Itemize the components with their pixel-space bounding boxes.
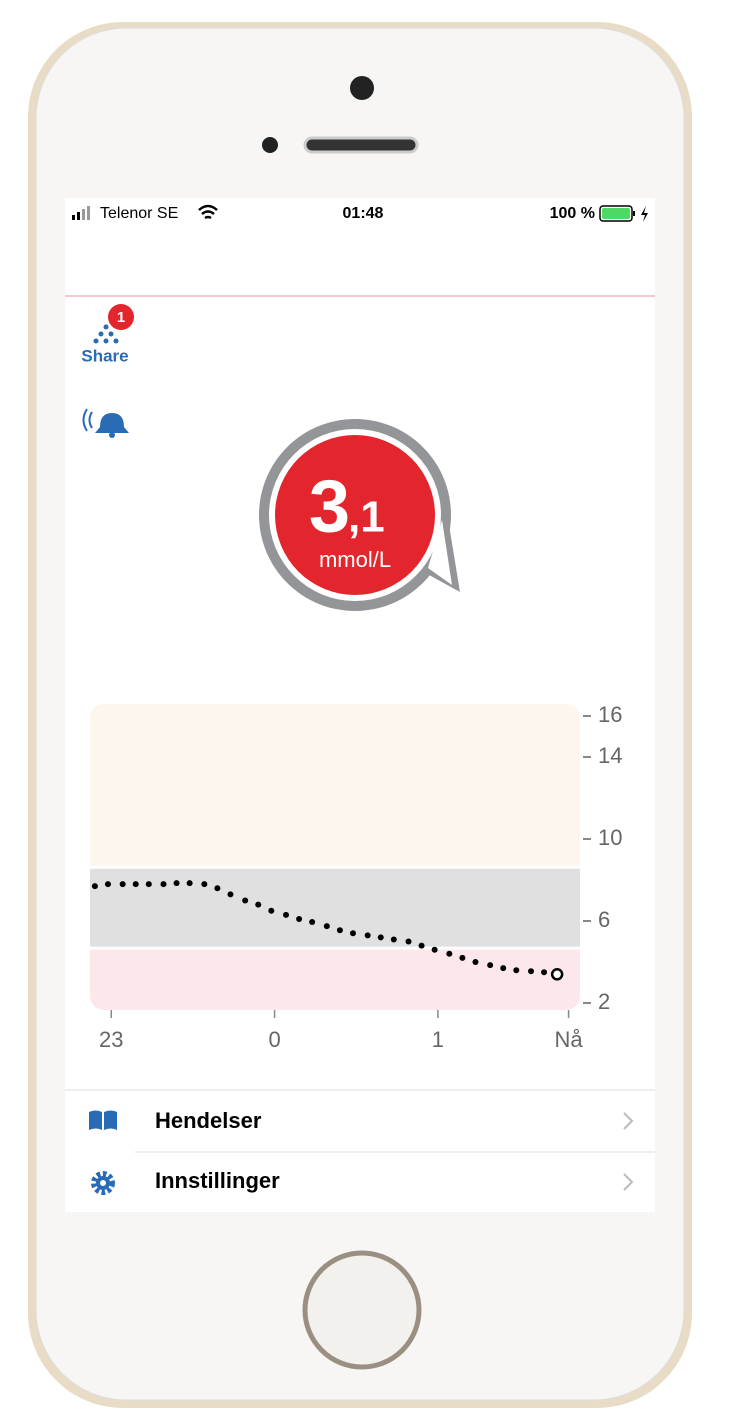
- carrier: Telenor SE: [100, 205, 178, 222]
- menu-item[interactable]: Innstillinger: [155, 1168, 280, 1193]
- data-point: [541, 969, 548, 976]
- plot-area: [90, 704, 580, 1010]
- data-point: [186, 880, 193, 887]
- data-point: [377, 934, 384, 941]
- menu-item[interactable]: Hendelser: [155, 1108, 262, 1133]
- y-tick-label: 2: [598, 989, 610, 1014]
- y-tick-label: 6: [598, 907, 610, 932]
- y-tick-label: 16: [598, 702, 622, 727]
- data-point: [418, 942, 425, 949]
- data-point: [173, 880, 180, 887]
- data-point: [132, 881, 139, 888]
- battery-level: 100 %: [550, 205, 595, 222]
- reading-gauge: [259, 419, 460, 611]
- data-point: [487, 962, 494, 969]
- battery-icon: [599, 205, 648, 222]
- data-point: [513, 967, 520, 974]
- alert-icon[interactable]: [82, 408, 130, 438]
- clock: 01:48: [343, 205, 384, 222]
- share-badge: [108, 304, 134, 330]
- chevron: [623, 1112, 634, 1130]
- camera: [350, 76, 374, 100]
- data-point: [242, 897, 249, 904]
- data-point: [390, 936, 397, 943]
- data-point: [214, 885, 221, 892]
- y-tick-label: 10: [598, 825, 622, 850]
- data-point: [431, 946, 438, 953]
- current-point: [550, 968, 564, 981]
- data-point: [201, 881, 208, 888]
- settings-icon: [91, 1171, 115, 1195]
- share-icon[interactable]: [93, 324, 119, 344]
- reading-unit: mmol/L: [319, 547, 391, 572]
- sensor: [262, 137, 278, 153]
- chevron: [623, 1173, 634, 1191]
- data-point: [145, 881, 152, 888]
- wifi-icon: [198, 204, 218, 220]
- low-zone: [90, 949, 580, 1010]
- data-point: [119, 881, 126, 888]
- data-point: [349, 930, 356, 937]
- x-tick-label: Nå: [555, 1027, 584, 1052]
- data-point: [472, 959, 479, 965]
- x-tick-label: 23: [99, 1027, 123, 1052]
- data-point: [459, 954, 466, 961]
- data-point: [255, 901, 262, 908]
- x-tick-label: 0: [268, 1027, 280, 1052]
- high-zone: [90, 704, 580, 866]
- data-point: [528, 968, 534, 975]
- data-point: [104, 881, 111, 888]
- data-point: [405, 938, 412, 945]
- events-icon: [89, 1110, 117, 1130]
- data-point: [364, 932, 371, 939]
- data-point: [91, 883, 98, 890]
- data-point: [227, 891, 234, 898]
- data-point: [446, 950, 453, 957]
- signal-icon: [72, 206, 90, 220]
- data-point: [323, 923, 330, 930]
- reading-decimal: ,1: [348, 493, 385, 542]
- data-point: [268, 907, 275, 914]
- home-button[interactable]: [302, 1250, 422, 1370]
- data-point: [500, 965, 507, 972]
- share-label[interactable]: Share: [81, 346, 128, 365]
- data-point: [283, 911, 289, 918]
- x-tick-label: 1: [432, 1027, 444, 1052]
- data-point: [296, 915, 303, 922]
- data-point: [309, 919, 316, 926]
- data-point: [160, 881, 167, 888]
- reading-integer: 3: [309, 465, 350, 548]
- target-zone: [90, 868, 580, 947]
- share-badge-count: 1: [117, 309, 125, 326]
- y-tick-label: 14: [598, 743, 622, 768]
- speaker: [303, 136, 419, 154]
- data-point: [336, 927, 343, 934]
